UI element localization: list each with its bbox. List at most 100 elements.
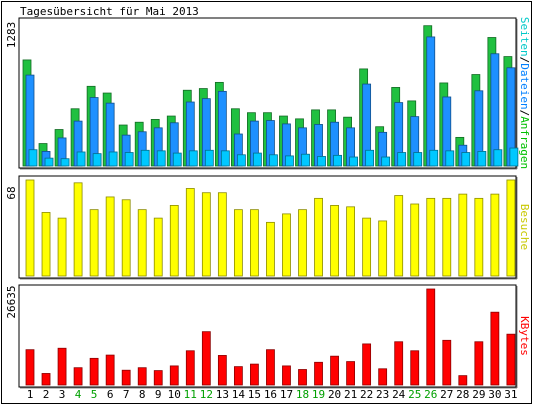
legend-entry: Dateien bbox=[518, 63, 531, 109]
bar-kbytes-day-16 bbox=[266, 349, 275, 386]
bar-seiten-day-2 bbox=[44, 157, 54, 167]
bar-seiten-day-16 bbox=[269, 154, 278, 167]
panel-visits-frame bbox=[18, 175, 517, 279]
x-tick-label-day-2: 2 bbox=[43, 388, 50, 401]
bar-seiten-day-29 bbox=[477, 151, 487, 167]
bar-seiten-day-3 bbox=[60, 158, 70, 167]
bar-kbytes-day-8 bbox=[137, 367, 147, 386]
bar-kbytes-day-1 bbox=[25, 349, 35, 386]
bar-besuche-day-9 bbox=[153, 217, 163, 277]
bar-kbytes-day-29 bbox=[474, 341, 484, 386]
x-tick-label-day-28: 28 bbox=[456, 388, 469, 401]
bar-kbytes-day-7 bbox=[121, 369, 131, 386]
bar-besuche-day-15 bbox=[250, 209, 259, 277]
x-tick-label-day-24: 24 bbox=[392, 388, 406, 401]
panel-hits-ymax-label: 1283 bbox=[5, 22, 18, 49]
bar-seiten-day-25 bbox=[413, 152, 423, 167]
bar-besuche-day-20 bbox=[330, 205, 339, 277]
bar-besuche-day-22 bbox=[362, 217, 372, 277]
bar-kbytes-day-30 bbox=[490, 311, 500, 386]
bar-besuche-day-12 bbox=[201, 192, 211, 277]
x-tick-label-day-27: 27 bbox=[440, 388, 453, 401]
bar-seiten-day-23 bbox=[381, 156, 391, 167]
bar-kbytes-day-12 bbox=[201, 331, 211, 386]
legend-entry: Anfragen bbox=[518, 116, 531, 169]
x-tick-label-day-19: 19 bbox=[312, 388, 325, 401]
bar-seiten-day-4 bbox=[76, 151, 86, 167]
x-tick-label-day-26: 26 bbox=[424, 388, 437, 401]
x-tick-label-day-5: 5 bbox=[91, 388, 98, 401]
bar-besuche-day-17 bbox=[282, 213, 291, 277]
bar-besuche-day-11 bbox=[185, 188, 195, 277]
bar-seiten-day-9 bbox=[156, 150, 166, 167]
bar-kbytes-day-19 bbox=[314, 361, 323, 386]
bar-kbytes-day-4 bbox=[73, 367, 83, 386]
x-tick-label-day-3: 3 bbox=[59, 388, 66, 401]
bar-dateien-day-26 bbox=[426, 36, 436, 167]
x-tick-label-day-6: 6 bbox=[107, 388, 114, 401]
bar-besuche-day-18 bbox=[298, 209, 307, 277]
bar-seiten-day-30 bbox=[493, 149, 503, 167]
x-tick-label-day-14: 14 bbox=[232, 388, 246, 401]
x-tick-label-day-22: 22 bbox=[360, 388, 373, 401]
bar-seiten-day-12 bbox=[204, 149, 214, 167]
legend-entry: Besuche bbox=[518, 204, 531, 250]
bar-seiten-day-18 bbox=[301, 153, 310, 167]
x-tick-label-day-23: 23 bbox=[376, 388, 389, 401]
x-tick-label-day-31: 31 bbox=[504, 388, 517, 401]
panel-kbytes-legend: KBytes bbox=[518, 316, 531, 356]
bar-kbytes-day-28 bbox=[458, 375, 468, 386]
panel-hits-frame bbox=[18, 17, 517, 169]
bar-besuche-day-24 bbox=[394, 195, 404, 277]
bar-seiten-day-11 bbox=[188, 150, 198, 167]
panel-kbytes-frame bbox=[18, 284, 517, 388]
bar-seiten-day-21 bbox=[349, 156, 359, 167]
bar-besuche-day-5 bbox=[89, 209, 99, 277]
bar-seiten-day-5 bbox=[92, 153, 102, 167]
bar-seiten-day-20 bbox=[333, 154, 342, 167]
panel-visits-ymax-label: 68 bbox=[5, 186, 18, 199]
x-tick-label-day-29: 29 bbox=[472, 388, 485, 401]
bar-besuche-day-4 bbox=[73, 182, 83, 277]
bar-seiten-day-22 bbox=[365, 149, 375, 167]
x-tick-label-day-4: 4 bbox=[75, 388, 82, 401]
bar-kbytes-day-3 bbox=[57, 347, 67, 386]
bar-kbytes-day-6 bbox=[105, 354, 115, 386]
bar-besuche-day-29 bbox=[474, 197, 484, 277]
bar-besuche-day-26 bbox=[426, 197, 436, 277]
bar-seiten-day-28 bbox=[461, 152, 471, 167]
bar-seiten-day-24 bbox=[397, 152, 407, 167]
bar-seiten-day-19 bbox=[317, 156, 326, 167]
legend-entry: KBytes bbox=[518, 316, 531, 356]
bar-seiten-day-27 bbox=[445, 150, 455, 167]
bar-kbytes-day-17 bbox=[282, 365, 291, 386]
x-tick-label-day-7: 7 bbox=[123, 388, 130, 401]
bar-seiten-day-8 bbox=[140, 149, 150, 167]
bar-besuche-day-21 bbox=[346, 206, 356, 277]
bar-kbytes-day-20 bbox=[330, 355, 339, 386]
x-tick-label-day-21: 21 bbox=[344, 388, 357, 401]
legend-entry: / bbox=[518, 110, 531, 117]
bar-besuche-day-30 bbox=[490, 193, 500, 277]
bar-besuche-day-6 bbox=[105, 196, 115, 277]
x-tick-label-day-11: 11 bbox=[184, 388, 197, 401]
bar-kbytes-day-22 bbox=[362, 343, 372, 386]
bar-seiten-day-26 bbox=[429, 149, 439, 167]
bar-besuche-day-7 bbox=[121, 199, 131, 277]
bar-seiten-day-15 bbox=[253, 152, 262, 167]
x-tick-label-day-8: 8 bbox=[139, 388, 146, 401]
bar-besuche-day-23 bbox=[378, 220, 388, 277]
legend-entry: / bbox=[518, 57, 531, 64]
panel-visits-legend: Besuche bbox=[518, 204, 531, 250]
x-tick-label-day-9: 9 bbox=[155, 388, 162, 401]
x-tick-label-day-17: 17 bbox=[280, 388, 293, 401]
bar-kbytes-day-26 bbox=[426, 288, 436, 386]
x-tick-label-day-20: 20 bbox=[328, 388, 341, 401]
bar-kbytes-day-18 bbox=[298, 369, 307, 386]
x-tick-label-day-16: 16 bbox=[264, 388, 277, 401]
bar-kbytes-day-14 bbox=[233, 366, 243, 386]
bar-kbytes-day-10 bbox=[169, 365, 179, 386]
panel-kbytes-ymax-label: 26635 bbox=[5, 285, 18, 318]
